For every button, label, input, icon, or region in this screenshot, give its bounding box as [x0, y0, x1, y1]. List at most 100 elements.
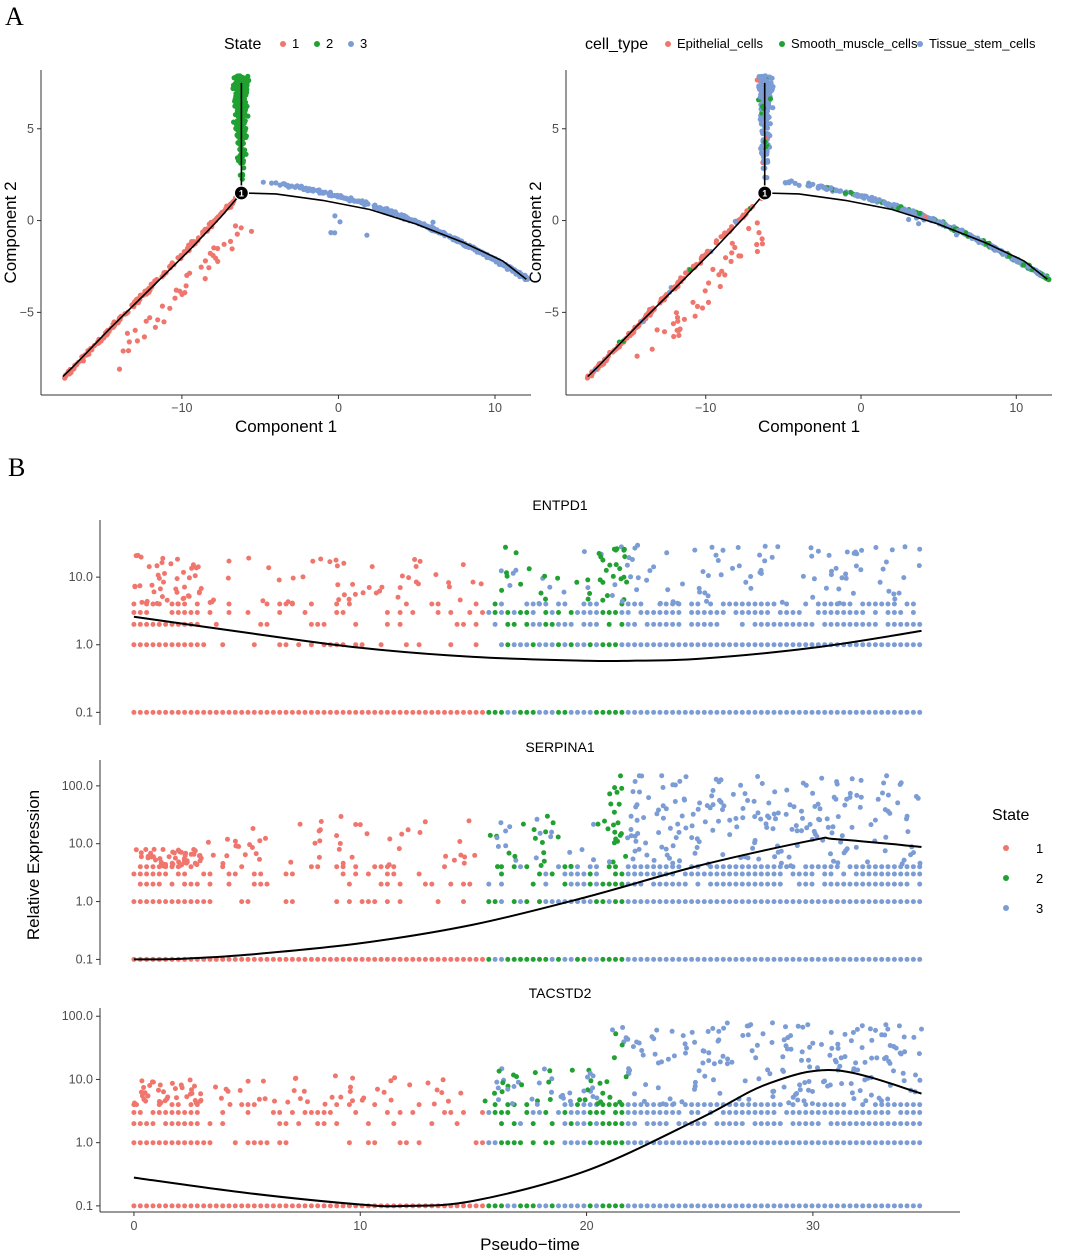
data-point	[657, 1121, 663, 1127]
data-point	[752, 1121, 758, 1127]
data-point	[526, 566, 532, 572]
data-point	[163, 1140, 169, 1146]
data-point	[486, 709, 492, 715]
data-point	[628, 813, 634, 819]
data-point	[606, 1121, 612, 1127]
data-point	[338, 1094, 344, 1100]
data-point	[539, 840, 545, 845]
data-point	[635, 575, 641, 581]
data-point	[415, 581, 421, 587]
data-point	[334, 1102, 340, 1108]
data-point	[530, 881, 536, 887]
data-point	[898, 871, 904, 877]
data-point	[156, 621, 162, 627]
legend-swatch	[1003, 905, 1009, 911]
data-point	[197, 853, 203, 858]
data-point	[123, 310, 130, 316]
data-point	[417, 558, 423, 564]
data-point	[141, 1096, 147, 1102]
data-point	[175, 642, 181, 648]
data-point	[849, 1090, 855, 1096]
data-point	[752, 899, 758, 905]
data-point	[898, 1102, 904, 1108]
data-point	[509, 1101, 515, 1107]
data-point	[761, 92, 767, 98]
legend-title: State	[224, 36, 261, 53]
data-point	[790, 1121, 796, 1127]
data-point	[847, 709, 853, 715]
data-point	[822, 621, 828, 627]
data-point	[556, 1203, 561, 1209]
data-point	[841, 1110, 847, 1115]
data-point	[178, 849, 184, 855]
data-point	[556, 864, 561, 870]
data-point	[619, 1042, 625, 1048]
data-point	[790, 1110, 796, 1115]
data-point	[383, 206, 389, 212]
data-point	[619, 1203, 625, 1209]
legend-swatch	[665, 41, 671, 47]
data-point	[277, 709, 283, 715]
data-point	[611, 809, 617, 815]
y-tick-label: 5	[27, 122, 34, 136]
data-point	[915, 795, 921, 801]
data-point	[765, 621, 771, 627]
data-point	[131, 1110, 137, 1115]
data-point	[562, 1121, 568, 1127]
data-point	[678, 275, 684, 281]
data-point	[283, 871, 289, 877]
data-point	[803, 956, 809, 962]
data-point	[291, 1088, 297, 1094]
data-point	[239, 1203, 245, 1209]
data-point	[746, 1140, 752, 1146]
data-point	[657, 621, 663, 627]
data-point	[760, 1031, 766, 1037]
data-point	[756, 1076, 762, 1082]
data-point	[598, 1099, 604, 1105]
data-point	[790, 709, 796, 715]
data-point	[901, 575, 907, 581]
data-point	[159, 594, 165, 600]
data-point	[125, 348, 132, 354]
facet-title: SERPINA1	[525, 739, 594, 755]
data-point	[346, 601, 352, 607]
data-point	[638, 899, 644, 905]
data-point	[625, 835, 631, 841]
data-point	[234, 231, 240, 237]
data-point	[587, 1203, 593, 1209]
data-point	[682, 642, 688, 648]
data-point	[916, 221, 922, 227]
data-point	[290, 575, 296, 581]
data-point	[524, 601, 530, 607]
data-point	[794, 1091, 800, 1096]
data-point	[710, 266, 716, 272]
data-point	[537, 830, 543, 836]
data-point	[435, 610, 441, 615]
data-point	[716, 1028, 722, 1034]
data-point	[879, 1110, 885, 1115]
data-point	[245, 1110, 251, 1115]
data-point	[897, 1050, 903, 1056]
data-point	[841, 621, 847, 627]
data-point	[321, 1203, 327, 1209]
data-point	[182, 290, 188, 296]
data-point	[585, 596, 591, 602]
data-point	[226, 558, 232, 564]
data-point	[625, 1110, 631, 1115]
data-point	[182, 1140, 188, 1146]
data-point	[341, 560, 347, 566]
data-point	[632, 709, 638, 715]
data-point	[251, 956, 257, 962]
data-point	[604, 1079, 610, 1085]
data-point	[431, 225, 437, 231]
data-point	[625, 899, 631, 905]
data-point	[759, 241, 766, 247]
trend-line	[133, 615, 922, 663]
data-point	[847, 1203, 853, 1209]
data-point	[727, 864, 733, 870]
data-point	[786, 854, 792, 860]
data-point	[340, 195, 346, 201]
data-point	[899, 861, 905, 867]
data-point	[670, 881, 676, 887]
data-point	[796, 621, 802, 627]
